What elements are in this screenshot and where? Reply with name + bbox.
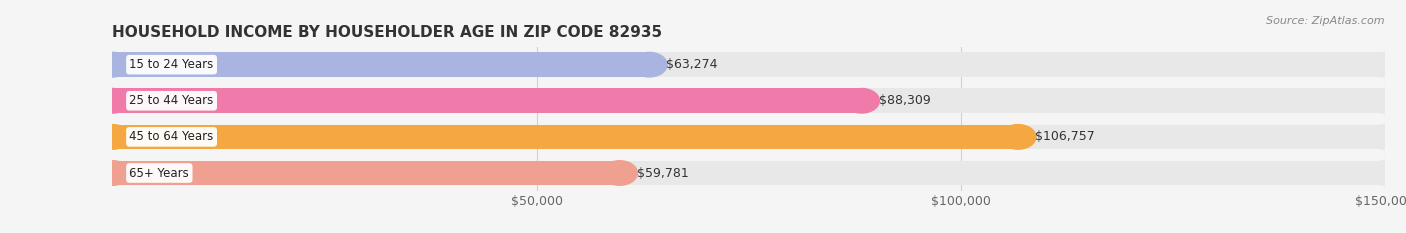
Text: 65+ Years: 65+ Years (129, 167, 190, 179)
Ellipse shape (94, 125, 131, 149)
Bar (112, 161, 1385, 185)
Ellipse shape (1000, 125, 1036, 149)
Ellipse shape (94, 89, 131, 113)
Text: 25 to 44 Years: 25 to 44 Years (129, 94, 214, 107)
Bar (112, 161, 620, 185)
Ellipse shape (844, 89, 879, 113)
Ellipse shape (94, 125, 131, 149)
Ellipse shape (631, 52, 666, 77)
Text: $63,274: $63,274 (666, 58, 717, 71)
Ellipse shape (94, 89, 131, 113)
Bar (112, 89, 862, 113)
Ellipse shape (94, 52, 131, 77)
Ellipse shape (1367, 89, 1403, 113)
Bar (112, 89, 1385, 113)
Bar (112, 125, 1018, 149)
Text: $59,781: $59,781 (637, 167, 689, 179)
Bar (112, 52, 650, 77)
Ellipse shape (94, 161, 131, 185)
Ellipse shape (1367, 125, 1403, 149)
Text: Source: ZipAtlas.com: Source: ZipAtlas.com (1267, 16, 1385, 26)
Ellipse shape (1367, 161, 1403, 185)
Text: 15 to 24 Years: 15 to 24 Years (129, 58, 214, 71)
Bar (112, 52, 1385, 77)
Bar (112, 125, 1385, 149)
Ellipse shape (602, 161, 637, 185)
Text: 45 to 64 Years: 45 to 64 Years (129, 130, 214, 143)
Text: HOUSEHOLD INCOME BY HOUSEHOLDER AGE IN ZIP CODE 82935: HOUSEHOLD INCOME BY HOUSEHOLDER AGE IN Z… (112, 25, 662, 40)
Ellipse shape (94, 52, 131, 77)
Text: $106,757: $106,757 (1035, 130, 1095, 143)
Ellipse shape (1367, 52, 1403, 77)
Ellipse shape (94, 161, 131, 185)
Text: $88,309: $88,309 (879, 94, 931, 107)
